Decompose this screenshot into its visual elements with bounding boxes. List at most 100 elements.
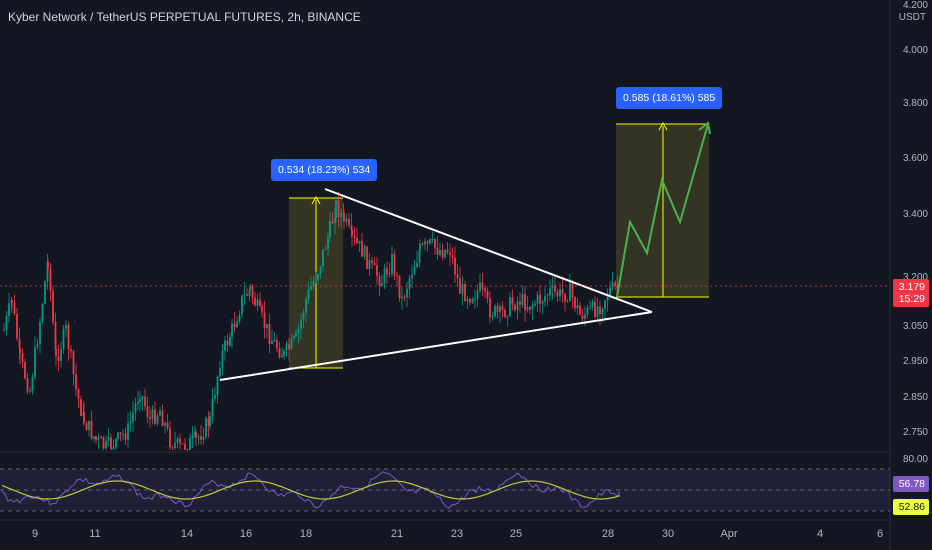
candle-body	[41, 304, 44, 322]
triangle-upper-trendline[interactable]	[324, 188, 653, 313]
candle-body	[151, 409, 154, 419]
candle-body	[26, 378, 29, 392]
candle-body	[358, 240, 361, 244]
candle-body	[315, 280, 317, 282]
measure-label-2[interactable]: 0.585 (18.61%) 585	[616, 87, 723, 109]
candle-body	[117, 432, 119, 439]
candle-body	[401, 296, 403, 299]
candle-body	[403, 296, 406, 298]
candle-body	[514, 305, 516, 311]
candle-body	[574, 297, 576, 309]
candle-body	[504, 309, 506, 317]
candle-body	[486, 291, 489, 299]
candle-body	[3, 329, 5, 331]
candle-body	[11, 300, 13, 303]
current-price-badge[interactable]: 3.179 15:29	[893, 279, 929, 307]
candle-body	[317, 274, 319, 281]
candle-body	[221, 350, 224, 369]
candle-body	[5, 316, 8, 330]
candle-body	[606, 296, 609, 301]
candle-body	[446, 249, 449, 253]
candle-body	[39, 321, 41, 345]
candle-body	[139, 398, 141, 402]
candle-body	[345, 218, 348, 222]
candle-body	[366, 246, 368, 269]
candle-body	[554, 285, 556, 292]
candle-body	[599, 306, 601, 314]
candle-body	[197, 436, 200, 438]
projection-path[interactable]	[616, 123, 709, 298]
current-price-value: 3.179	[898, 281, 925, 293]
candlestick-series	[3, 191, 619, 451]
candle-body	[501, 306, 504, 310]
candle-body	[266, 324, 268, 329]
candle-body	[549, 288, 551, 296]
candle-body	[356, 237, 358, 244]
candle-body	[80, 398, 82, 416]
candle-body	[579, 305, 581, 315]
candle-body	[72, 351, 75, 374]
candle-body	[454, 257, 456, 275]
candle-body	[551, 285, 554, 289]
date-label: Apr	[720, 528, 738, 540]
candle-body	[581, 314, 584, 320]
candle-body	[231, 323, 233, 337]
candle-body	[319, 266, 322, 275]
candle-body	[29, 390, 31, 392]
candle-body	[179, 438, 181, 444]
projection-arrow-head	[698, 121, 711, 135]
candle-body	[276, 339, 278, 349]
rsi-ma-line	[1, 480, 621, 500]
candle-body	[536, 294, 539, 304]
candle-body	[60, 349, 62, 361]
date-label: 6	[876, 528, 884, 540]
candle-body	[571, 283, 574, 298]
triangle-lower-trendline[interactable]	[219, 311, 653, 381]
candle-body	[611, 282, 614, 288]
candle-body	[561, 289, 564, 294]
candle-body	[137, 401, 139, 404]
price-label: 2.750	[902, 427, 928, 438]
candle-body	[546, 295, 549, 297]
price-label: 4.000	[902, 45, 928, 56]
candle-body	[388, 273, 391, 275]
candle-body	[216, 376, 219, 396]
candle-body	[293, 336, 295, 339]
candle-body	[233, 323, 236, 328]
candle-body	[451, 255, 454, 258]
candle-body	[243, 294, 246, 296]
candle-body	[254, 297, 256, 306]
candle-body	[350, 225, 353, 230]
candle-body	[219, 368, 221, 377]
candle-body	[288, 343, 290, 350]
bar-countdown: 15:29	[898, 293, 925, 305]
candle-body	[281, 355, 283, 358]
candle-body	[614, 282, 616, 287]
rsi-value-badge: 56.78	[893, 476, 929, 492]
candle-body	[54, 321, 57, 350]
candle-body	[211, 398, 214, 416]
candle-body	[439, 250, 441, 255]
candle-body	[601, 308, 604, 314]
candle-body	[214, 395, 216, 399]
candle-body	[589, 307, 591, 309]
candle-body	[93, 436, 95, 439]
candle-body	[519, 301, 521, 305]
candle-body	[398, 275, 401, 299]
candle-body	[65, 324, 67, 329]
candle-body	[383, 268, 386, 283]
candle-body	[596, 306, 599, 317]
candle-body	[13, 302, 16, 314]
measure-label-1[interactable]: 0.534 (18.23%) 534	[271, 159, 378, 181]
candle-body	[122, 433, 124, 435]
candle-body	[591, 301, 594, 308]
candle-body	[8, 303, 10, 317]
candle-body	[21, 353, 24, 362]
candle-body	[194, 432, 196, 436]
candle-body	[97, 437, 100, 440]
date-label: 9	[31, 528, 39, 540]
candle-body	[115, 438, 117, 447]
candle-body	[386, 268, 388, 275]
candle-body	[474, 298, 476, 300]
